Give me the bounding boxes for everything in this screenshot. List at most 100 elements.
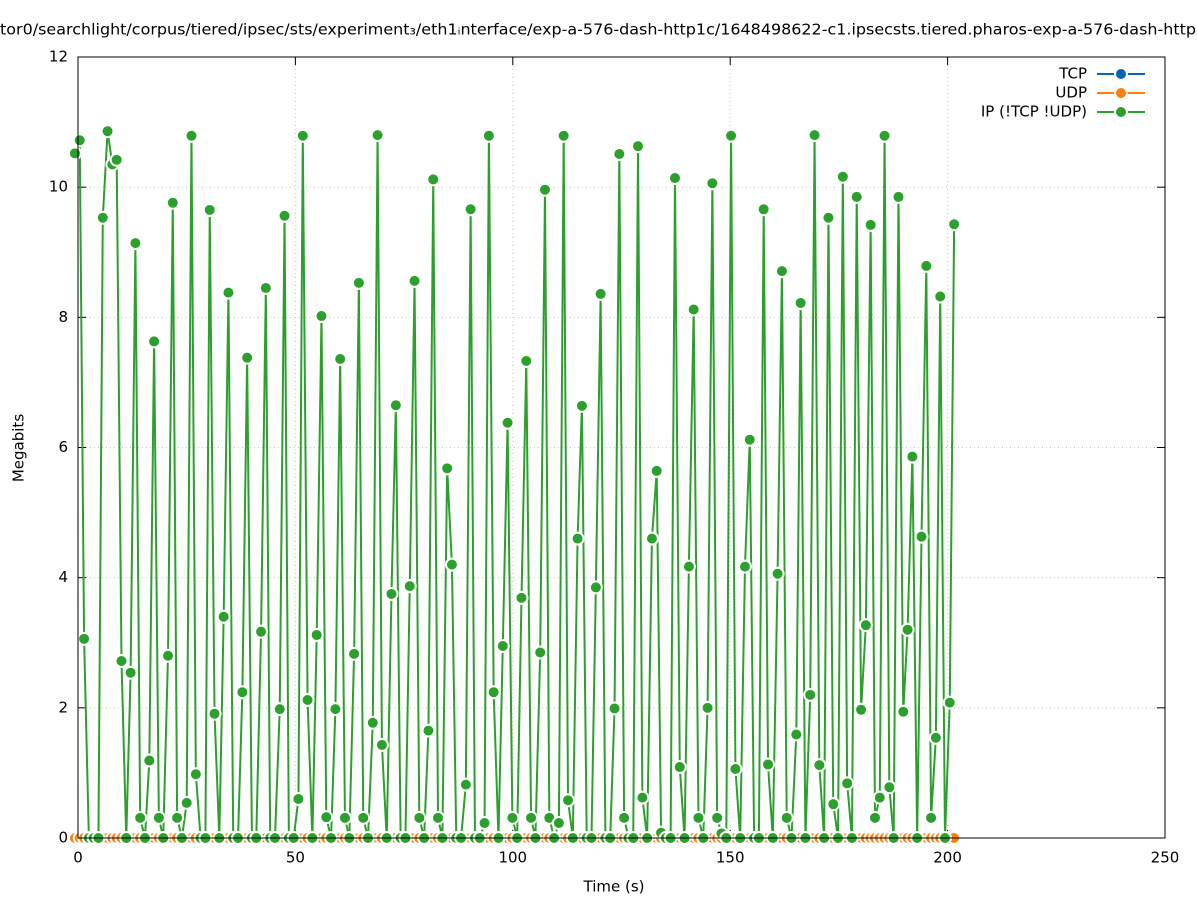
data-point	[440, 461, 455, 476]
data-point	[505, 810, 520, 825]
x-axis-label: Time (s)	[583, 878, 645, 896]
data-point	[947, 217, 962, 232]
data-point	[328, 702, 343, 717]
data-point	[561, 793, 576, 808]
plot-area	[67, 124, 962, 845]
data-point	[933, 289, 948, 304]
data-point	[812, 758, 827, 773]
x-tick-label: 200	[933, 849, 962, 867]
data-point	[896, 704, 911, 719]
data-point	[412, 810, 427, 825]
y-axis-label: Megabits	[10, 414, 28, 482]
data-point	[607, 701, 622, 716]
data-point	[840, 776, 855, 791]
data-point	[207, 706, 222, 721]
y-tick-label: 6	[58, 438, 68, 456]
data-point	[356, 810, 371, 825]
data-point	[179, 795, 194, 810]
data-point	[686, 302, 701, 317]
y-tick-label: 0	[58, 829, 68, 847]
data-point	[458, 777, 473, 792]
data-point	[235, 685, 250, 700]
legend-marker	[1114, 86, 1128, 100]
data-point	[431, 810, 446, 825]
data-point	[221, 285, 236, 300]
y-tick-label: 2	[58, 698, 68, 716]
data-point	[300, 693, 315, 708]
data-point	[756, 202, 771, 217]
data-point	[761, 757, 776, 772]
data-point	[370, 128, 385, 143]
data-point	[426, 172, 441, 187]
data-point	[635, 790, 650, 805]
data-point	[891, 189, 906, 204]
data-point	[384, 586, 399, 601]
data-point	[95, 210, 110, 225]
data-point	[681, 559, 696, 574]
data-point	[188, 767, 203, 782]
data-point	[151, 810, 166, 825]
data-point	[826, 797, 841, 812]
data-point	[240, 350, 255, 365]
data-point	[588, 580, 603, 595]
y-tick-label: 12	[49, 48, 68, 66]
data-point	[942, 695, 957, 710]
data-point	[309, 627, 324, 642]
data-point	[77, 631, 92, 646]
data-point	[593, 286, 608, 301]
plot-frame	[77, 56, 1166, 839]
x-tick-label: 50	[286, 849, 305, 867]
data-point	[724, 128, 739, 143]
data-point	[314, 309, 329, 324]
data-point	[854, 702, 869, 717]
data-point	[919, 258, 934, 273]
y-tick-label: 10	[49, 178, 68, 196]
data-point	[165, 195, 180, 210]
data-point	[337, 810, 352, 825]
data-point	[388, 398, 403, 413]
data-point	[551, 816, 566, 831]
y-tick-label: 8	[58, 308, 68, 326]
data-point	[495, 639, 510, 654]
legend-label: IP (!TCP !UDP)	[981, 103, 1087, 121]
data-point	[905, 449, 920, 464]
data-point	[900, 622, 915, 637]
data-point	[170, 810, 185, 825]
data-point	[617, 810, 632, 825]
data-point	[793, 296, 808, 311]
data-point	[407, 273, 422, 288]
data-point	[700, 700, 715, 715]
y-tick-label: 4	[58, 568, 68, 586]
data-point	[477, 816, 492, 831]
data-point	[849, 189, 864, 204]
data-point	[374, 737, 389, 752]
data-point	[463, 202, 478, 217]
data-point	[705, 176, 720, 191]
data-point	[272, 702, 287, 717]
legend-label: TCP	[1058, 65, 1087, 83]
data-point	[807, 128, 822, 143]
data-point	[100, 124, 115, 139]
data-point	[421, 723, 436, 738]
data-point	[649, 463, 664, 478]
data-point	[202, 202, 217, 217]
data-point	[928, 730, 943, 745]
data-point	[519, 353, 534, 368]
data-point	[742, 432, 757, 447]
data-point	[142, 753, 157, 768]
data-point	[770, 566, 785, 581]
data-point	[924, 810, 939, 825]
data-point	[858, 618, 873, 633]
data-point	[631, 139, 646, 154]
data-point	[533, 645, 548, 660]
data-point	[216, 609, 231, 624]
data-point	[774, 264, 789, 279]
grid: 0 50 100 150 200 250 0 2 4 6 8 10 12	[49, 48, 1179, 867]
data-point	[644, 531, 659, 546]
data-point	[486, 685, 501, 700]
x-tick-label: 150	[716, 849, 745, 867]
x-tick-label: 0	[73, 849, 83, 867]
data-point	[514, 590, 529, 605]
data-point	[133, 810, 148, 825]
